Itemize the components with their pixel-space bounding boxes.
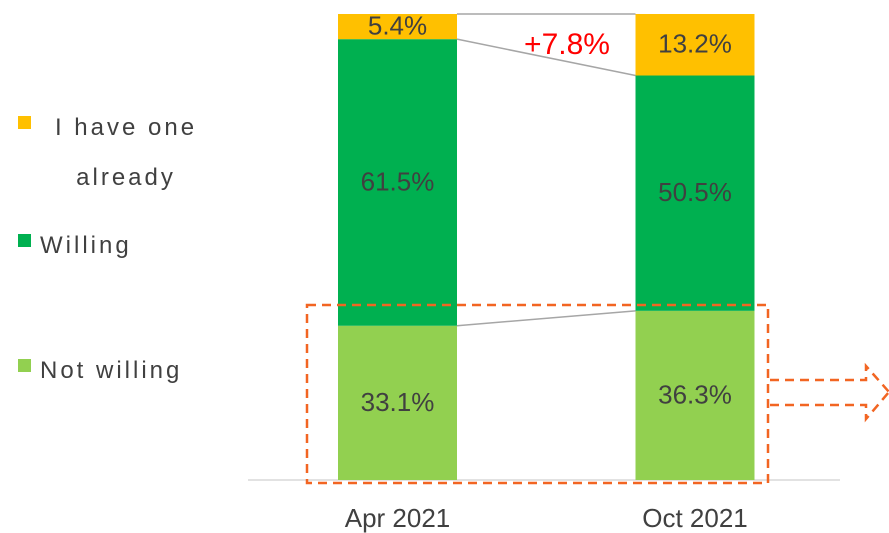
connector [456, 38, 636, 77]
bar-segment [338, 325, 457, 480]
highlight-box [305, 303, 770, 485]
value-label: 50.5% [658, 177, 732, 207]
annotation: +7.8% [524, 28, 610, 61]
legend-label: Not willing [40, 357, 183, 384]
bar-segment [635, 14, 755, 76]
legend-swatch [18, 234, 31, 247]
arrow [770, 362, 889, 423]
value-label: 61.5% [361, 166, 435, 196]
legend-swatch [18, 116, 31, 129]
connector [456, 310, 636, 327]
x-tick-label: Oct 2021 [642, 503, 748, 533]
bar-segment [635, 310, 755, 480]
value-label: 5.4% [368, 10, 427, 40]
legend-label: Willing [40, 232, 132, 259]
legend-swatch [18, 359, 31, 372]
value-label: 33.1% [361, 387, 435, 417]
value-label: 36.3% [658, 379, 732, 409]
bar-segment [338, 14, 457, 40]
legend-label: I have one already [54, 114, 198, 191]
bar-segment [635, 75, 755, 311]
x-tick-label: Apr 2021 [345, 503, 451, 533]
value-label: 13.2% [658, 29, 732, 59]
bar-segment [338, 39, 457, 326]
